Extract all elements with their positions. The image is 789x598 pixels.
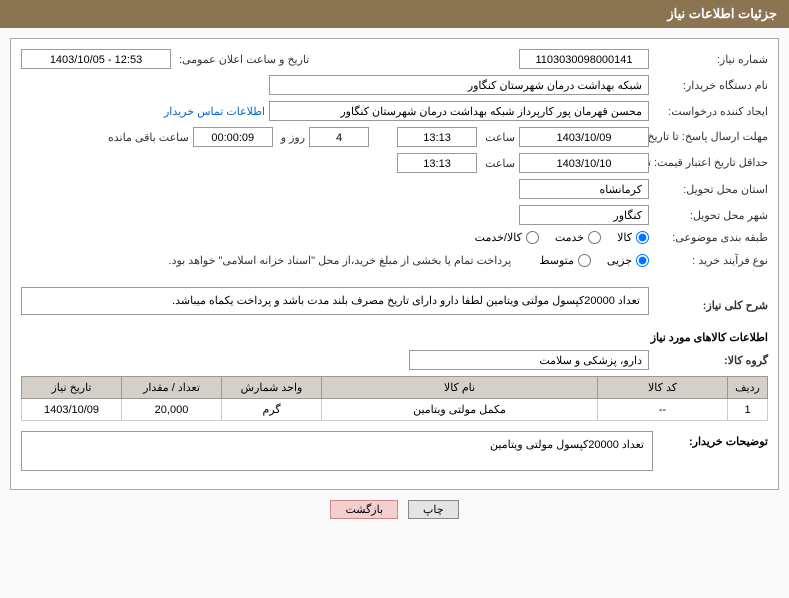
radio-partial[interactable]: جزیی (607, 254, 649, 267)
radio-goods-input[interactable] (636, 231, 649, 244)
reply-date-value: 1403/10/09 (519, 127, 649, 147)
footer-buttons: چاپ بازگشت (0, 500, 789, 519)
need-number-value: 1103030098000141 (519, 49, 649, 69)
contact-link[interactable]: اطلاعات تماس خریدار (164, 105, 265, 118)
td-code: -- (598, 399, 728, 421)
province-label: استان محل تحویل: (653, 183, 768, 196)
validity-label: حداقل تاریخ اعتبار قیمت: تا تاریخ: (653, 156, 768, 170)
radio-goods-service-input[interactable] (526, 231, 539, 244)
th-idx: ردیف (728, 377, 768, 399)
radio-service-input[interactable] (588, 231, 601, 244)
radio-goods-label: کالا (617, 231, 632, 244)
time-label-2: ساعت (481, 157, 515, 170)
reply-deadline-label: مهلت ارسال پاسخ: تا تاریخ: (653, 130, 768, 144)
buyer-device-value: شبکه بهداشت درمان شهرستان کنگاور (269, 75, 649, 95)
header-title: جزئیات اطلاعات نیاز (667, 6, 777, 21)
announce-label: تاریخ و ساعت اعلان عمومی: (175, 53, 309, 66)
th-qty: تعداد / مقدار (122, 377, 222, 399)
days-value: 4 (309, 127, 369, 147)
th-name: نام کالا (322, 377, 598, 399)
radio-goods[interactable]: کالا (617, 231, 649, 244)
back-button[interactable]: بازگشت (330, 500, 398, 519)
process-radio-group: جزیی متوسط (539, 254, 649, 267)
city-label: شهر محل تحویل: (653, 209, 768, 222)
th-code: کد کالا (598, 377, 728, 399)
validity-date-value: 1403/10/10 (519, 153, 649, 173)
goods-section-title: اطلاعات کالاهای مورد نیاز (21, 331, 768, 344)
radio-goods-service[interactable]: کالا/خدمت (475, 231, 539, 244)
goods-table: ردیف کد کالا نام کالا واحد شمارش تعداد /… (21, 376, 768, 421)
details-panel: شماره نیاز: 1103030098000141 تاریخ و ساع… (10, 38, 779, 490)
td-date: 1403/10/09 (22, 399, 122, 421)
table-header-row: ردیف کد کالا نام کالا واحد شمارش تعداد /… (22, 377, 768, 399)
remaining-time-value: 00:00:09 (193, 127, 273, 147)
time-label-1: ساعت (481, 131, 515, 144)
subject-radio-group: کالا خدمت کالا/خدمت (475, 231, 649, 244)
announce-value: 12:53 - 1403/10/05 (21, 49, 171, 69)
td-idx: 1 (728, 399, 768, 421)
page-header: جزئیات اطلاعات نیاز (0, 0, 789, 28)
remaining-label: ساعت باقی مانده (104, 131, 189, 144)
radio-medium[interactable]: متوسط (539, 254, 591, 267)
buyer-notes-label: توضیحات خریدار: (653, 431, 768, 448)
process-note: پرداخت تمام یا بخشی از مبلغ خرید،از محل … (169, 250, 512, 271)
general-desc-label: شرح کلی نیاز: (653, 299, 768, 312)
creator-value: محسن قهرمان پور کارپرداز شبکه بهداشت درم… (269, 101, 649, 121)
validity-time-value: 13:13 (397, 153, 477, 173)
reply-time-value: 13:13 (397, 127, 477, 147)
creator-label: ایجاد کننده درخواست: (653, 105, 768, 118)
radio-partial-label: جزیی (607, 254, 632, 267)
goods-group-value: دارو، پزشکی و سلامت (409, 350, 649, 370)
radio-service-label: خدمت (555, 231, 584, 244)
th-unit: واحد شمارش (222, 377, 322, 399)
need-number-label: شماره نیاز: (653, 53, 768, 66)
radio-medium-label: متوسط (539, 254, 574, 267)
buyer-device-label: نام دستگاه خریدار: (653, 79, 768, 92)
radio-goods-service-label: کالا/خدمت (475, 231, 522, 244)
th-date: تاریخ نیاز (22, 377, 122, 399)
subject-class-label: طبقه بندی موضوعی: (653, 231, 768, 244)
general-desc-value: تعداد 20000کپسول مولتی ویتامین لطفا دارو… (21, 287, 649, 315)
td-name: مکمل مولتی ویتامین (322, 399, 598, 421)
city-value: کنگاور (519, 205, 649, 225)
radio-service[interactable]: خدمت (555, 231, 601, 244)
province-value: کرمانشاه (519, 179, 649, 199)
table-row: 1 -- مکمل مولتی ویتامین گرم 20,000 1403/… (22, 399, 768, 421)
td-unit: گرم (222, 399, 322, 421)
print-button[interactable]: چاپ (408, 500, 459, 519)
radio-medium-input[interactable] (578, 254, 591, 267)
process-type-label: نوع فرآیند خرید : (653, 254, 768, 267)
days-and-label: روز و (277, 131, 305, 144)
buyer-notes-value: تعداد 20000کپسول مولتی ویتامین (21, 431, 653, 471)
td-qty: 20,000 (122, 399, 222, 421)
radio-partial-input[interactable] (636, 254, 649, 267)
goods-group-label: گروه کالا: (653, 354, 768, 367)
